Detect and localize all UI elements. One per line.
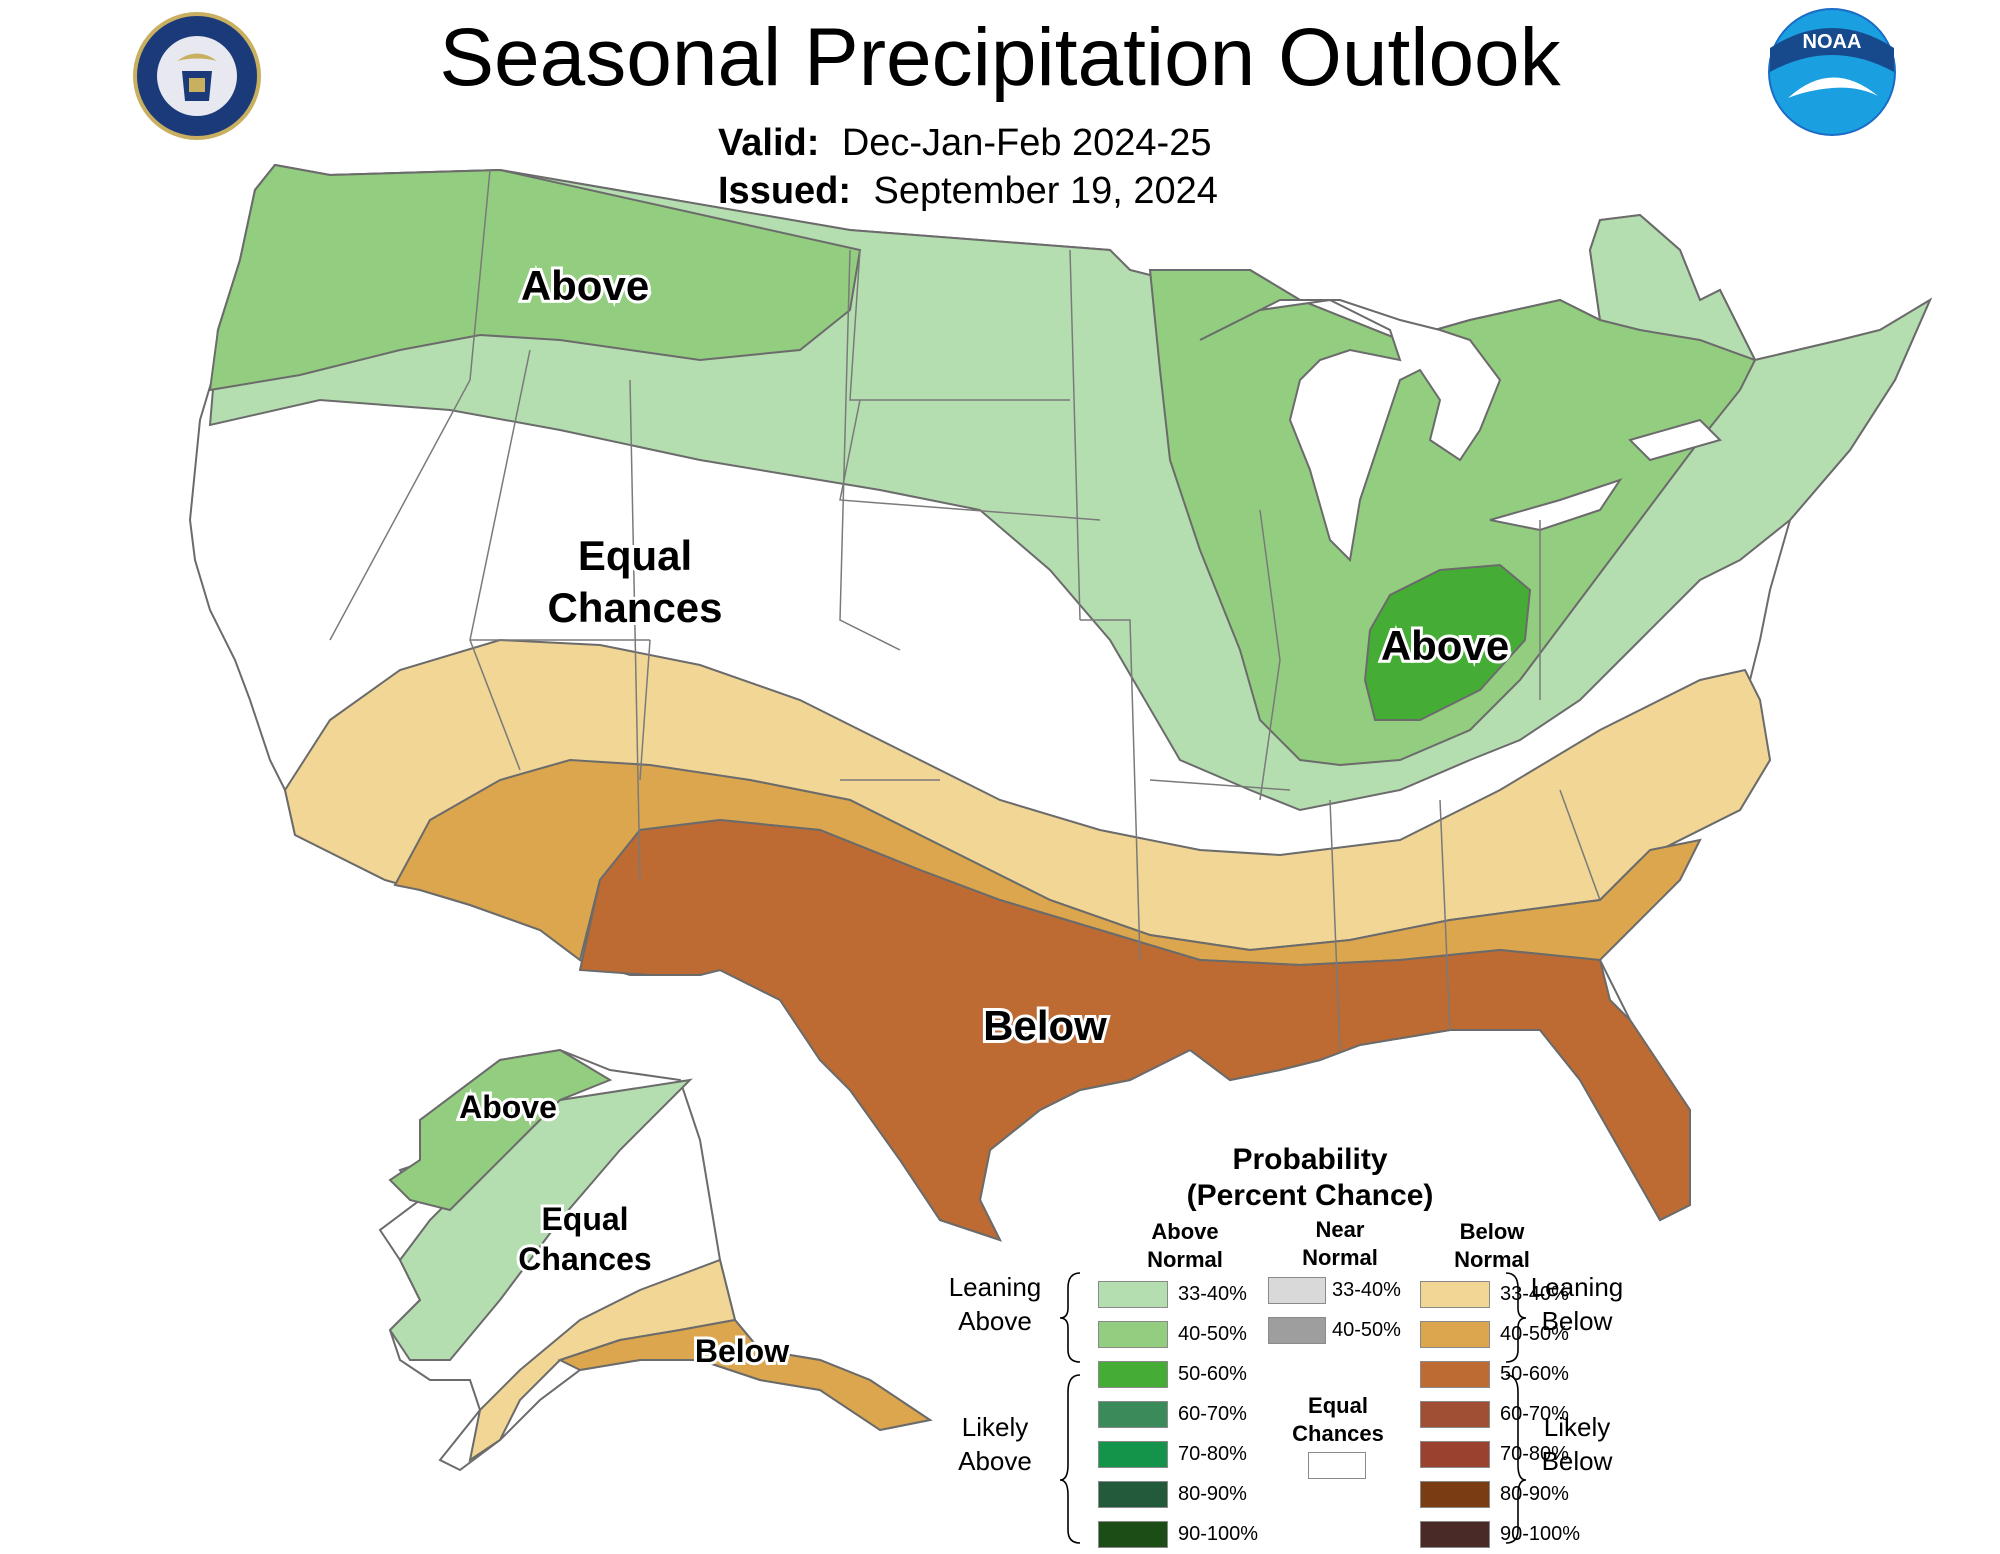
swatch-above-33-40 [1098,1280,1168,1308]
near-head-2: Normal [1302,1245,1378,1270]
above-50-60-ohio [1363,563,1532,721]
equal-chances-2: Chances [1292,1421,1384,1446]
noaa-text: NOAA [1803,31,1862,53]
legend-title-line2: (Percent Chance) [1186,1179,1434,1212]
label-above-90-100: 90-100% [1178,1522,1259,1545]
below-50-60-south [578,818,1691,1242]
label-below-40-50: 40-50% [1500,1322,1569,1345]
label-below-60-70: 60-70% [1500,1402,1569,1425]
swatch-below-50-60 [1420,1360,1490,1388]
legend-below-column: 33-40% 40-50% 50-60% 60-70% 70-80% 80-90… [1420,1274,1580,1554]
doc-seal-icon [133,12,261,140]
label-below-80-90: 80-90% [1500,1482,1569,1505]
label-below-50-60: 50-60% [1500,1362,1569,1385]
swatch-near-33-40 [1268,1276,1326,1304]
valid-value: Dec-Jan-Feb 2024-25 [841,122,1212,164]
swatch-above-70-80 [1098,1440,1168,1468]
label-above-ohio: Above [1381,622,1509,669]
swatch-above-40-50 [1098,1320,1168,1348]
issued-label: Issued: [718,170,852,212]
label-equal-line2: Chances [547,584,722,631]
swatch-above-80-90 [1098,1480,1168,1508]
leaning-below-1: Leaning [1530,1272,1624,1302]
leaning-above-2: Above [958,1306,1032,1336]
below-head-2: Normal [1454,1247,1530,1272]
issued-line: Issued: September 19, 2024 [718,170,1218,213]
label-alaska-equal-line1: Equal [541,1201,628,1237]
label-near-40-50: 40-50% [1332,1318,1401,1341]
swatch-above-90-100 [1098,1520,1168,1548]
legend-braces [1059,1272,1527,1544]
label-equal-line1: Equal [578,532,692,579]
label-above-70-80: 70-80% [1178,1442,1247,1465]
label-above-40-50: 40-50% [1178,1322,1247,1345]
swatch-near-40-50 [1268,1316,1326,1344]
label-below-south: Below [983,1002,1107,1049]
label-alaska-below: Below [695,1333,789,1369]
swatch-equal-chances [1308,1452,1366,1479]
likely-above-2: Above [958,1446,1032,1476]
alaska-above-40-50 [388,1048,613,1212]
swatch-above-50-60 [1098,1360,1168,1388]
leaning-above-1: Leaning [948,1272,1042,1302]
noaa-logo-icon: NOAA [1768,8,1896,136]
label-above-north: Above [521,262,649,309]
swatch-below-33-40 [1420,1280,1490,1308]
label-below-70-80: 70-80% [1500,1442,1569,1465]
label-above-80-90: 80-90% [1178,1482,1247,1505]
above-head-1: Above [1151,1219,1219,1244]
alaska-above-33-40 [388,1078,693,1361]
legend: Probability (Percent Chance) Above Norma… [930,1130,1630,1548]
label-above-60-70: 60-70% [1178,1402,1247,1425]
valid-line: Valid: Dec-Jan-Feb 2024-25 [718,122,1211,165]
swatch-below-40-50 [1420,1320,1490,1348]
likely-above-1: Likely [961,1412,1029,1442]
legend-title-line1: Probability [1232,1143,1388,1176]
above-head-2: Normal [1147,1247,1223,1272]
below-head-1: Below [1459,1219,1525,1244]
label-above-50-60: 50-60% [1178,1362,1247,1385]
swatch-below-90-100 [1420,1520,1490,1548]
swatch-below-80-90 [1420,1480,1490,1508]
alaska-below-40-50 [557,1318,933,1432]
label-alaska-equal-line2: Chances [518,1241,651,1277]
label-alaska-above: Above [459,1089,557,1125]
valid-label: Valid: [718,122,820,164]
above-40-50-northwest [208,163,862,392]
label-above-33-40: 33-40% [1178,1282,1247,1305]
swatch-above-60-70 [1098,1400,1168,1428]
legend-above-column: 33-40% 40-50% 50-60% 60-70% 70-80% 80-90… [1098,1274,1258,1554]
likely-below-2: Below [1541,1446,1613,1476]
legend-near-column: 33-40% 40-50% [1268,1270,1401,1350]
label-near-33-40: 33-40% [1332,1278,1401,1301]
issued-value: September 19, 2024 [873,170,1218,212]
page-title: Seasonal Precipitation Outlook [439,12,1561,103]
near-head-1: Near [1315,1217,1365,1242]
swatch-below-70-80 [1420,1440,1490,1468]
swatch-below-60-70 [1420,1400,1490,1428]
great-lakes [1199,298,1722,563]
leaning-below-2: Below [1541,1306,1613,1336]
equal-chances-1: Equal [1308,1393,1368,1418]
label-below-90-100: 90-100% [1500,1522,1581,1545]
likely-below-1: Likely [1543,1412,1611,1442]
state-lines [329,169,1601,1051]
label-below-33-40: 33-40% [1500,1282,1569,1305]
